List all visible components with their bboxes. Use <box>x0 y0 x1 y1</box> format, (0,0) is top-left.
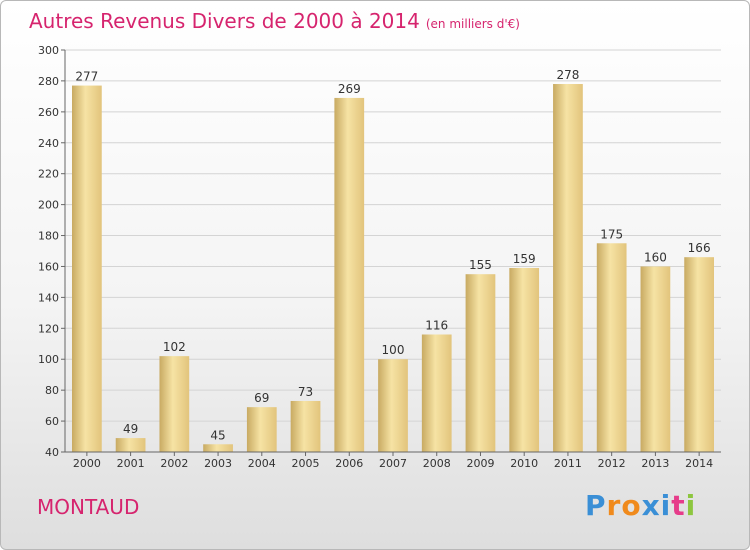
x-tick-label: 2012 <box>598 457 626 470</box>
y-axis-ticks: 40 60 80 100 120 140 160 180 200 220 240 260 280 300 <box>38 44 65 459</box>
x-tick-label: 2001 <box>117 457 145 470</box>
bar-2005 <box>290 400 321 452</box>
x-tick-label: 2003 <box>204 457 232 470</box>
logo-letter: i <box>660 489 672 522</box>
logo-letter: r <box>606 489 622 522</box>
data-label-2007: 100 <box>382 343 405 357</box>
axes <box>64 50 721 453</box>
bar-2000 <box>71 85 102 453</box>
bar-2012 <box>596 243 627 452</box>
location-name: MONTAUD <box>37 495 140 519</box>
bar-2010 <box>509 268 540 452</box>
bar-2006 <box>334 97 365 452</box>
bar-2009 <box>465 274 496 452</box>
data-label-2001: 49 <box>123 422 138 436</box>
logo-letter: t <box>671 489 686 522</box>
data-label-2006: 269 <box>338 82 361 96</box>
y-tick-label: 120 <box>38 322 59 335</box>
chart-title-text: Autres Revenus Divers de 2000 à 2014 <box>29 9 420 33</box>
data-label-2014: 166 <box>688 241 711 255</box>
bar-2001 <box>115 438 146 452</box>
x-tick-label: 2005 <box>292 457 320 470</box>
y-tick-label: 200 <box>38 199 59 212</box>
y-tick-label: 40 <box>45 446 59 459</box>
data-label-2012: 175 <box>600 227 623 241</box>
data-label-2008: 116 <box>425 318 448 332</box>
logo-letter: i <box>685 489 697 522</box>
bar-2004 <box>246 407 277 452</box>
data-label-2010: 159 <box>513 252 536 266</box>
bar-2014 <box>684 257 715 452</box>
data-label-2002: 102 <box>163 340 186 354</box>
data-label-2011: 278 <box>556 68 579 82</box>
bar-2003 <box>203 444 233 452</box>
y-tick-label: 220 <box>38 168 59 181</box>
logo-letter: P <box>585 489 607 522</box>
y-tick-label: 240 <box>38 137 59 150</box>
x-tick-label: 2011 <box>554 457 582 470</box>
data-label-2013: 160 <box>644 250 667 264</box>
logo-letter: o <box>621 489 642 522</box>
data-labels: 277 49 102 45 69 73 269 100 116 155 159 278 175 160 16… <box>75 68 710 442</box>
x-tick-label: 2006 <box>335 457 363 470</box>
x-tick-label: 2000 <box>73 457 101 470</box>
proxiti-logo[interactable]: Proxiti <box>585 489 696 522</box>
y-tick-label: 160 <box>38 260 59 273</box>
x-tick-label: 2007 <box>379 457 407 470</box>
data-label-2005: 73 <box>298 385 313 399</box>
y-tick-label: 260 <box>38 106 59 119</box>
y-tick-label: 180 <box>38 230 59 243</box>
x-tick-label: 2013 <box>641 457 669 470</box>
data-label-2000: 277 <box>75 70 98 84</box>
chart-title: Autres Revenus Divers de 2000 à 2014 (en … <box>29 9 520 33</box>
x-tick-label: 2004 <box>248 457 276 470</box>
y-tick-label: 100 <box>38 353 59 366</box>
x-tick-label: 2008 <box>423 457 451 470</box>
bar-2011 <box>553 84 583 452</box>
chart-subtitle: (en milliers d'€) <box>425 17 520 31</box>
bar-2008 <box>421 334 452 452</box>
bar-2013 <box>640 266 671 452</box>
y-tick-label: 280 <box>38 75 59 88</box>
bar-2002 <box>159 356 190 452</box>
y-tick-label: 80 <box>45 384 59 397</box>
x-axis-ticks: 2000 2001 2002 2003 2004 2005 2006 2007 2008 2009… <box>73 452 713 470</box>
data-label-2009: 155 <box>469 258 492 272</box>
logo-letter: x <box>641 489 661 522</box>
x-tick-label: 2002 <box>160 457 188 470</box>
bars <box>71 84 715 453</box>
x-tick-label: 2010 <box>510 457 538 470</box>
data-label-2003: 45 <box>210 428 225 442</box>
y-tick-label: 140 <box>38 291 59 304</box>
y-tick-label: 60 <box>45 415 59 428</box>
y-tick-label: 300 <box>38 44 59 57</box>
x-tick-label: 2009 <box>466 457 494 470</box>
data-label-2004: 69 <box>254 391 269 405</box>
x-tick-label: 2014 <box>685 457 713 470</box>
bar-2007 <box>378 359 408 452</box>
